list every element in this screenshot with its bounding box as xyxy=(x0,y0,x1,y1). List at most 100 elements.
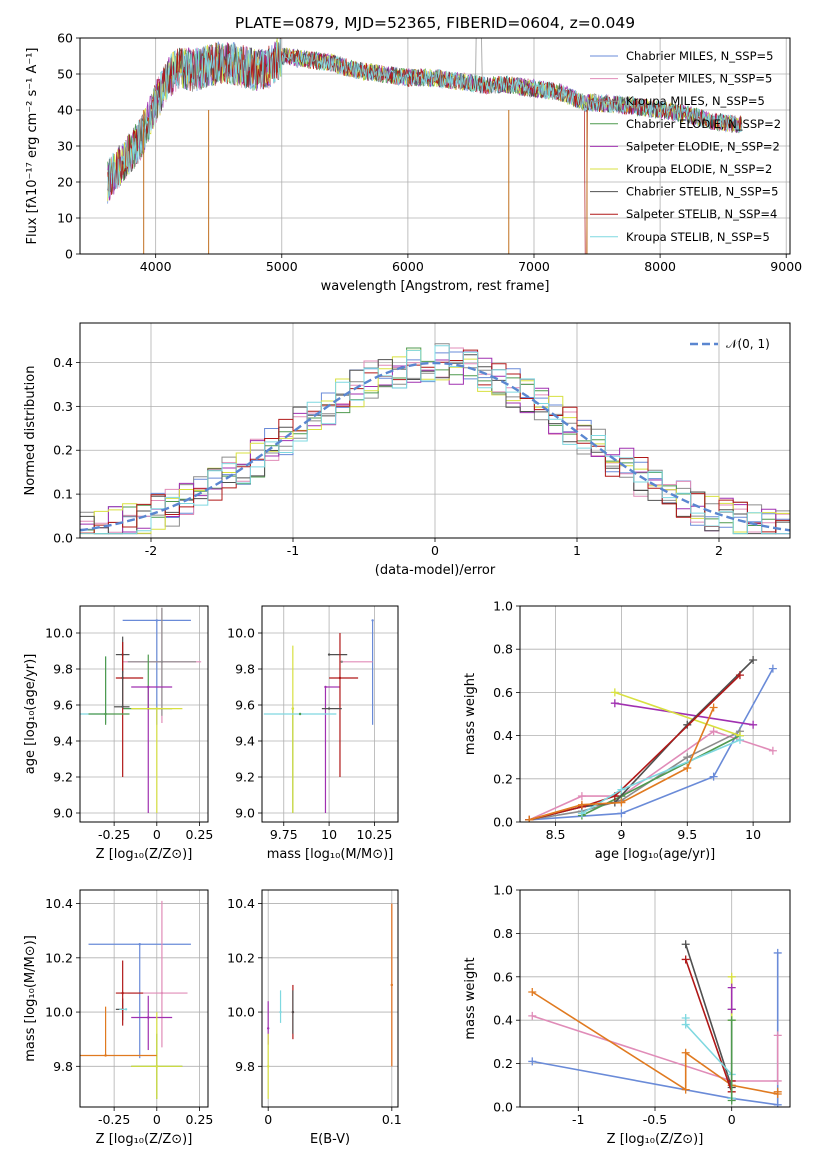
x-axis-label: (data-model)/error xyxy=(375,563,496,578)
x-tick-label: 0.25 xyxy=(186,1112,214,1127)
legend-label: Kroupa MILES, N_SSP=5 xyxy=(626,94,765,108)
axes-residuals: -2 -1 0 1 2 0.0 0.1 0.2 0.3 0.4 (data-model)/error… xyxy=(23,322,791,578)
histogram-step-8 xyxy=(80,345,790,535)
y-tick-label: 20 xyxy=(57,175,73,190)
y-tick-label: 1.0 xyxy=(493,599,513,614)
y-tick-label: 0.2 xyxy=(493,771,513,786)
data-point xyxy=(160,991,164,995)
series-marker xyxy=(681,940,690,949)
data-point xyxy=(327,653,331,656)
x-tick-label: -0.5 xyxy=(643,1112,667,1127)
series-marker xyxy=(610,699,619,708)
y-tick-label: 9.2 xyxy=(235,770,255,785)
y-tick-label: 0.2 xyxy=(493,1056,513,1071)
data-point xyxy=(147,685,150,689)
data-point xyxy=(327,707,331,710)
y-tick-label: 9.6 xyxy=(235,698,255,713)
series-line-4 xyxy=(614,702,754,726)
legend-label: Kroupa STELIB, N_SSP=5 xyxy=(626,230,770,244)
series-marker xyxy=(773,1076,782,1085)
series-marker xyxy=(727,1005,736,1014)
data-point xyxy=(155,707,158,710)
data-point xyxy=(340,660,343,663)
y-tick-label: 10 xyxy=(57,211,73,226)
plots-layer: 4000 5000 6000 7000 8000 90000102030405060wav… xyxy=(23,31,802,1148)
series-line-2 xyxy=(529,730,741,821)
y-tick-label: 0.0 xyxy=(493,815,513,830)
plot-area-age-vs-Z xyxy=(80,607,202,813)
x-tick-label: 10 xyxy=(321,827,337,842)
axes-mass-vs-Z: -0.25 0 0.25 9.8 10.0 10.2 10.4 Z [log₁₀(Z/Z⊙)]… xyxy=(23,889,214,1147)
data-point xyxy=(298,712,302,716)
axes-frame xyxy=(519,605,791,823)
x-tick-label: 9.5 xyxy=(677,827,697,842)
series-line-7 xyxy=(529,674,741,821)
y-tick-label: 9.2 xyxy=(53,770,73,785)
series-marker xyxy=(773,948,782,957)
y-tick-label: 30 xyxy=(57,139,73,154)
data-point xyxy=(324,685,327,689)
series-marker xyxy=(735,671,744,680)
y-axis-label: Normed distribution xyxy=(23,366,38,496)
axes-age-vs-mass: 9.75 10 10.25 9.0 9.2 9.4 9.6 9.8 10.0 mass [log₁… xyxy=(227,605,399,862)
data-point xyxy=(155,619,158,622)
series-marker xyxy=(683,720,692,729)
x-tick-label: 4000 xyxy=(140,259,172,274)
series-marker xyxy=(528,1011,537,1020)
x-tick-label: 0 xyxy=(728,1112,736,1127)
y-tick-label: 10.4 xyxy=(227,896,255,911)
series-marker xyxy=(610,688,619,697)
x-axis-label: E(B-V) xyxy=(310,1132,350,1147)
y-tick-label: 0.4 xyxy=(493,1013,513,1028)
axes-frame xyxy=(79,605,209,823)
series-line-1 xyxy=(528,730,774,821)
y-tick-label: 0.0 xyxy=(493,1100,513,1115)
series-marker xyxy=(681,1020,690,1029)
x-tick-label: 8.5 xyxy=(546,827,566,842)
x-axis-label: Z [log₁₀(Z/Z⊙)] xyxy=(96,847,193,862)
y-tick-label: 9.8 xyxy=(53,1059,73,1074)
series-marker xyxy=(577,800,586,809)
series-line-0 xyxy=(532,952,779,1106)
x-tick-label: 0.25 xyxy=(186,827,214,842)
series-marker xyxy=(617,785,626,794)
series-line-1 xyxy=(532,1015,779,1082)
x-axis-label: wavelength [Angstrom, rest frame] xyxy=(321,279,550,294)
normal-curve xyxy=(80,361,790,532)
data-point xyxy=(121,991,124,995)
y-tick-label: 40 xyxy=(57,103,73,118)
y-tick-label: 50 xyxy=(57,67,73,82)
y-tick-label: 0.3 xyxy=(53,399,73,414)
spectrum-line-8 xyxy=(107,38,743,198)
data-point xyxy=(104,712,107,716)
axes-weight-vs-age: 8.5 9 9.5 10 0.0 0.2 0.4 0.6 0.8 1.0 age [log₁₀(ag… xyxy=(463,599,791,862)
series-marker xyxy=(681,1085,690,1094)
plot-area-spectrum xyxy=(107,38,743,254)
x-tick-label: -0.25 xyxy=(98,827,130,842)
x-tick-label: 10.25 xyxy=(357,827,393,842)
y-tick-label: 0.6 xyxy=(493,685,513,700)
series-line-0 xyxy=(529,668,774,821)
series-marker xyxy=(528,1057,537,1066)
series-marker xyxy=(727,1016,736,1025)
axes-frame xyxy=(79,37,791,255)
series-marker xyxy=(709,727,718,736)
data-point xyxy=(390,983,394,987)
axes-spectrum: 4000 5000 6000 7000 8000 9000 0 10 20 30 40 50 60 wav… xyxy=(25,31,802,295)
y-axis-label: age [log₁₀(age/yr)] xyxy=(23,654,38,775)
x-tick-label: 5000 xyxy=(266,259,298,274)
data-point xyxy=(291,1010,295,1014)
axes-frame xyxy=(79,322,791,539)
axes-frame xyxy=(79,889,209,1108)
spectrum-line-5 xyxy=(107,38,743,202)
data-point xyxy=(138,943,141,946)
x-tick-label: -0.25 xyxy=(98,1112,130,1127)
series-marker xyxy=(768,664,777,673)
legend-label: Salpeter ELODIE, N_SSP=2 xyxy=(626,139,780,153)
axes-frame xyxy=(261,889,399,1108)
legend-label: Chabrier MILES, N_SSP=5 xyxy=(626,49,773,63)
x-tick-label: -1 xyxy=(572,1112,584,1127)
series-marker xyxy=(727,972,736,981)
y-axis-label: Flux [fλ10⁻¹⁷ erg cm⁻² s⁻¹ A⁻¹] xyxy=(25,48,40,245)
